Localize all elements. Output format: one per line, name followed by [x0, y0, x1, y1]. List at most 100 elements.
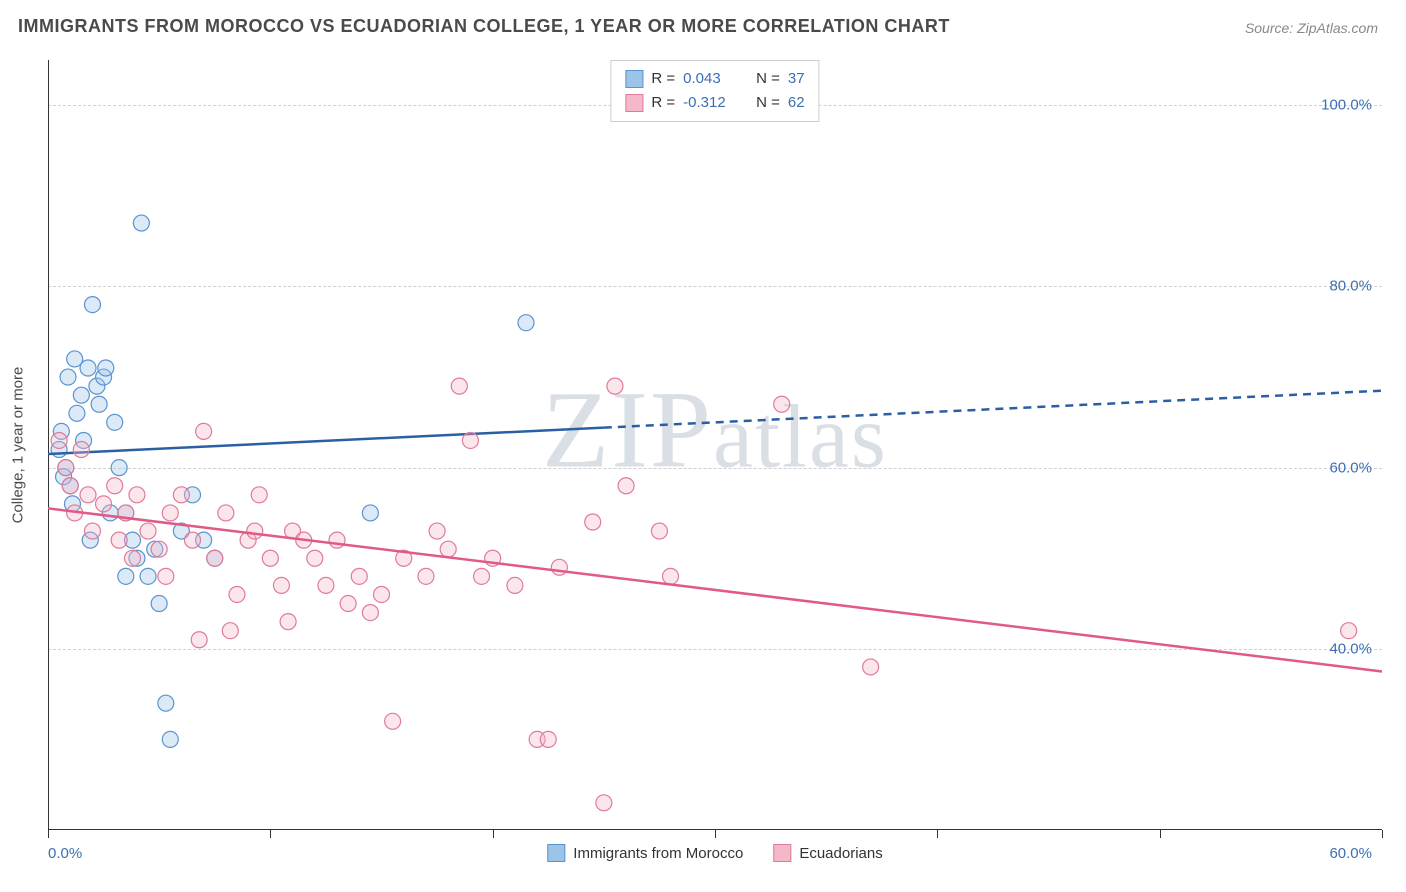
- r-label: R =: [651, 91, 675, 115]
- data-point: [140, 523, 156, 539]
- data-point: [307, 550, 323, 566]
- data-point: [329, 532, 345, 548]
- x-tick: [48, 830, 49, 838]
- data-point: [385, 713, 401, 729]
- data-point: [96, 496, 112, 512]
- data-point: [151, 541, 167, 557]
- legend-item-morocco: Immigrants from Morocco: [547, 844, 743, 862]
- trend-line-solid: [48, 508, 1382, 671]
- data-point: [162, 505, 178, 521]
- data-point: [107, 478, 123, 494]
- data-point: [84, 523, 100, 539]
- data-point: [362, 505, 378, 521]
- legend-label-ecuador: Ecuadorians: [799, 845, 882, 862]
- n-value-morocco: 37: [788, 67, 805, 91]
- data-point: [418, 568, 434, 584]
- x-tick: [937, 830, 938, 838]
- x-tick: [270, 830, 271, 838]
- x-tick: [1382, 830, 1383, 838]
- data-point: [462, 432, 478, 448]
- legend-row-morocco: R = 0.043 N = 37: [625, 67, 804, 91]
- x-min-label: 0.0%: [48, 845, 82, 862]
- data-point: [196, 423, 212, 439]
- swatch-ecuador: [625, 94, 643, 112]
- data-point: [140, 568, 156, 584]
- legend-row-ecuador: R = -0.312 N = 62: [625, 91, 804, 115]
- x-tick: [493, 830, 494, 838]
- x-tick: [1160, 830, 1161, 838]
- data-point: [111, 532, 127, 548]
- chart-area: College, 1 year or more ZIPatlas 40.0%60…: [48, 60, 1382, 830]
- series-legend: Immigrants from Morocco Ecuadorians: [547, 844, 882, 862]
- data-point: [540, 731, 556, 747]
- x-tick: [715, 830, 716, 838]
- data-point: [58, 460, 74, 476]
- data-point: [863, 659, 879, 675]
- data-point: [158, 568, 174, 584]
- correlation-legend: R = 0.043 N = 37 R = -0.312 N = 62: [610, 60, 819, 122]
- data-point: [111, 460, 127, 476]
- data-point: [663, 568, 679, 584]
- data-point: [91, 396, 107, 412]
- data-point: [247, 523, 263, 539]
- n-label: N =: [756, 91, 780, 115]
- r-value-ecuador: -0.312: [683, 91, 738, 115]
- chart-title: IMMIGRANTS FROM MOROCCO VS ECUADORIAN CO…: [18, 16, 950, 37]
- data-point: [774, 396, 790, 412]
- data-point: [118, 568, 134, 584]
- scatter-plot: [48, 60, 1382, 830]
- data-point: [1341, 623, 1357, 639]
- data-point: [62, 478, 78, 494]
- data-point: [280, 614, 296, 630]
- data-point: [107, 414, 123, 430]
- data-point: [222, 623, 238, 639]
- data-point: [262, 550, 278, 566]
- data-point: [162, 731, 178, 747]
- data-point: [191, 632, 207, 648]
- data-point: [84, 297, 100, 313]
- n-value-ecuador: 62: [788, 91, 805, 115]
- data-point: [374, 586, 390, 602]
- legend-item-ecuador: Ecuadorians: [773, 844, 882, 862]
- data-point: [273, 577, 289, 593]
- data-point: [229, 586, 245, 602]
- data-point: [185, 532, 201, 548]
- data-point: [651, 523, 667, 539]
- data-point: [507, 577, 523, 593]
- data-point: [51, 432, 67, 448]
- legend-label-morocco: Immigrants from Morocco: [573, 845, 743, 862]
- data-point: [158, 695, 174, 711]
- data-point: [73, 442, 89, 458]
- swatch-ecuador: [773, 844, 791, 862]
- data-point: [207, 550, 223, 566]
- data-point: [451, 378, 467, 394]
- data-point: [124, 550, 140, 566]
- data-point: [73, 387, 89, 403]
- n-label: N =: [756, 67, 780, 91]
- trend-line-solid: [48, 428, 604, 454]
- source-attribution: Source: ZipAtlas.com: [1245, 20, 1378, 36]
- data-point: [351, 568, 367, 584]
- r-value-morocco: 0.043: [683, 67, 738, 91]
- data-point: [133, 215, 149, 231]
- y-axis-label: College, 1 year or more: [10, 367, 27, 524]
- data-point: [618, 478, 634, 494]
- data-point: [69, 405, 85, 421]
- data-point: [607, 378, 623, 394]
- data-point: [60, 369, 76, 385]
- data-point: [551, 559, 567, 575]
- data-point: [518, 315, 534, 331]
- data-point: [340, 596, 356, 612]
- data-point: [440, 541, 456, 557]
- data-point: [318, 577, 334, 593]
- data-point: [362, 605, 378, 621]
- data-point: [98, 360, 114, 376]
- swatch-morocco: [547, 844, 565, 862]
- data-point: [80, 487, 96, 503]
- data-point: [151, 596, 167, 612]
- data-point: [218, 505, 234, 521]
- data-point: [585, 514, 601, 530]
- data-point: [474, 568, 490, 584]
- x-max-label: 60.0%: [1329, 845, 1372, 862]
- data-point: [173, 487, 189, 503]
